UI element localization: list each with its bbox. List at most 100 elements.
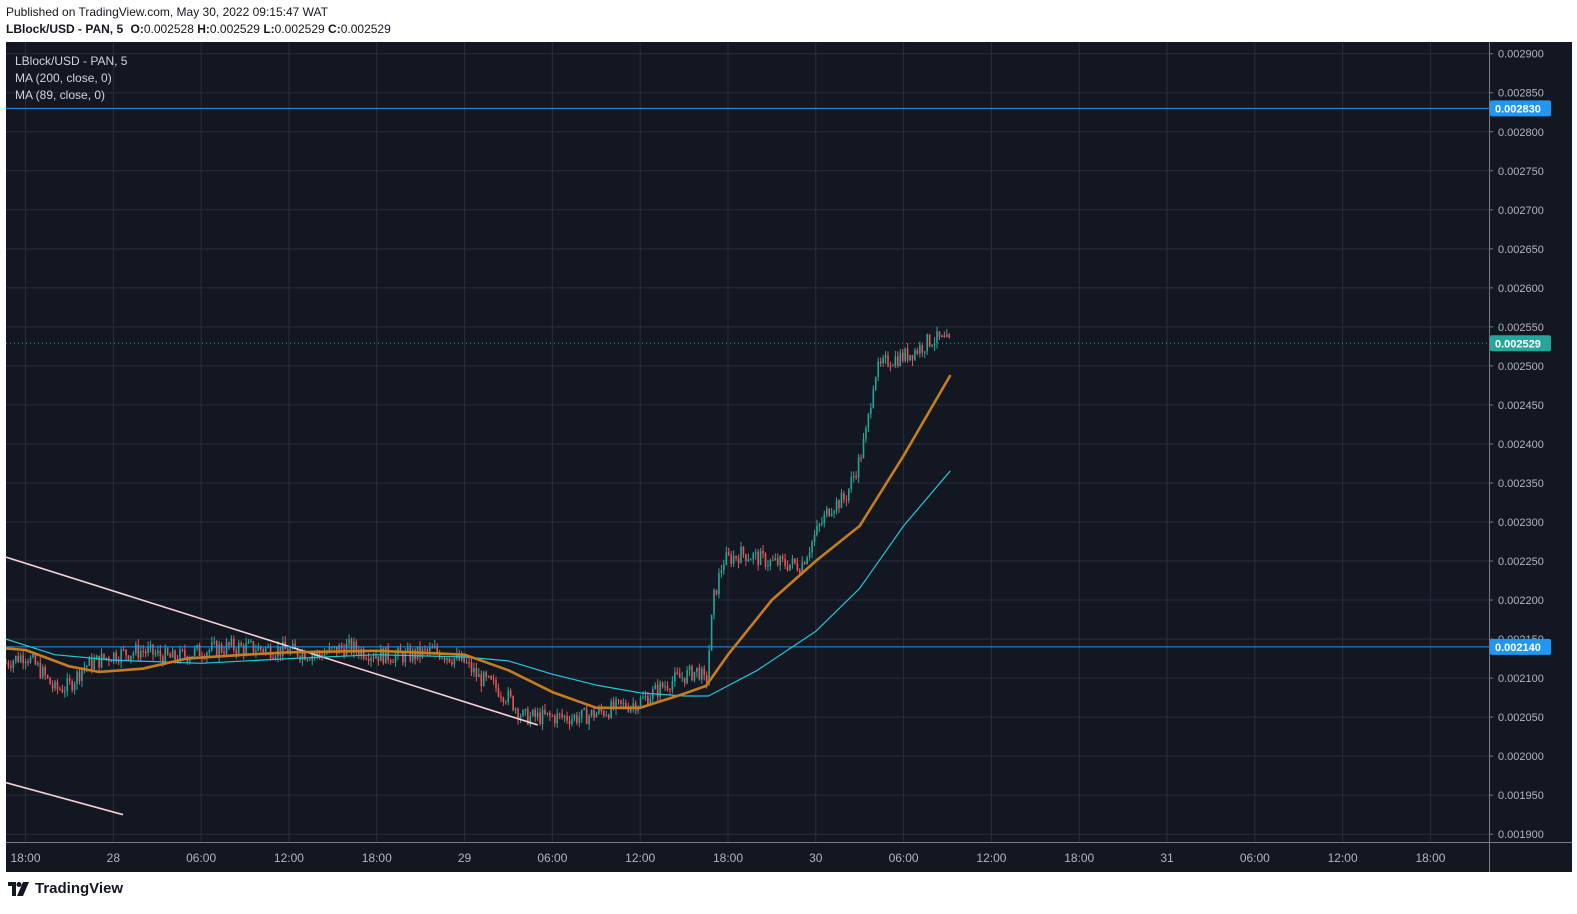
candle-body <box>590 710 593 716</box>
candle-body <box>502 697 505 703</box>
y-tick-label: 0.002350 <box>1498 478 1544 490</box>
candle-body <box>316 651 318 655</box>
candle-body <box>103 653 105 659</box>
candle-body <box>365 658 367 660</box>
candle-body <box>568 720 571 725</box>
candle-body <box>39 663 42 678</box>
candle-body <box>578 717 581 723</box>
y-tick-label: 0.002650 <box>1498 244 1544 256</box>
candle-body <box>833 511 835 514</box>
candle-body <box>767 565 769 567</box>
candle-body <box>703 668 706 676</box>
candle-body <box>208 649 211 653</box>
candle-body <box>291 643 294 649</box>
candle-body <box>132 653 135 656</box>
candle-body <box>718 573 720 595</box>
candle-body <box>144 651 147 654</box>
low-value: 0.002529 <box>274 22 325 36</box>
candle-body <box>213 641 216 643</box>
candle-body <box>713 589 715 615</box>
candle-body <box>402 653 404 663</box>
candle-body <box>904 348 906 361</box>
price-tag-bg <box>1490 335 1551 352</box>
candle-body <box>632 703 634 707</box>
candle-body <box>68 678 71 682</box>
price-axis-labels: 0.002900 0.002850 0.002800 0.002750 0.002700… <box>1489 49 1544 841</box>
candle-body <box>715 589 718 595</box>
candle-body <box>98 655 100 668</box>
candle-body <box>240 643 242 646</box>
candle-body <box>588 715 590 725</box>
candle-body <box>644 695 647 698</box>
candle-body <box>34 654 37 665</box>
candle-body <box>828 508 830 516</box>
candle-body <box>603 711 605 716</box>
candle-body <box>887 355 889 366</box>
y-tick-label: 0.002850 <box>1498 88 1544 100</box>
candle-body <box>448 658 451 662</box>
x-tick-label: 12:00 <box>625 851 655 865</box>
x-tick-label: 18:00 <box>362 851 392 865</box>
candle-body <box>664 686 666 688</box>
brand-footer[interactable]: TradingView <box>8 880 123 897</box>
candle-body <box>551 715 554 717</box>
candle-body <box>404 651 407 663</box>
candle-body <box>781 556 784 559</box>
candle-body <box>86 665 88 668</box>
candle-body <box>882 357 884 364</box>
candle-body <box>796 562 799 571</box>
chart-background <box>6 42 1572 872</box>
candle-body <box>750 559 752 561</box>
candle-body <box>848 488 850 501</box>
candle-body <box>808 552 811 558</box>
candle-body <box>870 408 872 414</box>
candle-body <box>15 655 17 662</box>
candle-body <box>480 674 483 687</box>
candle-body <box>272 657 274 659</box>
horizontal-lines <box>6 107 1489 648</box>
candle-body <box>752 553 755 560</box>
candle-body <box>282 641 284 656</box>
candle-body <box>492 679 495 681</box>
low-label: L: <box>263 22 275 36</box>
candle-body <box>22 655 24 664</box>
candle-body <box>909 355 911 361</box>
candle-body <box>914 350 916 360</box>
candle-body <box>135 644 137 654</box>
candle-body <box>171 650 174 658</box>
candle-body <box>899 352 902 366</box>
candle-body <box>872 389 875 409</box>
candle-body <box>279 646 282 656</box>
candle-body <box>811 541 813 553</box>
candle-body <box>617 699 620 701</box>
candle-body <box>850 477 853 489</box>
candle-body <box>115 652 118 662</box>
candle-body <box>125 649 127 656</box>
candle-body <box>95 655 98 660</box>
candle-body <box>669 689 671 691</box>
x-tick-label: 06:00 <box>537 851 567 865</box>
chart-panel[interactable]: 0.002900 0.002850 0.002800 0.002750 0.002700… <box>6 42 1572 872</box>
candle-body <box>245 643 247 654</box>
price-chart[interactable]: 0.002900 0.002850 0.002800 0.002750 0.002700… <box>6 42 1572 872</box>
candle-body <box>100 653 103 668</box>
candle-body <box>946 334 948 338</box>
candle-body <box>446 658 448 661</box>
close-value: 0.002529 <box>340 22 391 36</box>
candle-body <box>90 657 93 670</box>
candle-body <box>88 657 91 666</box>
candle-body <box>708 650 710 683</box>
candle-body <box>705 675 708 683</box>
y-tick-label: 0.002500 <box>1498 361 1544 373</box>
candle-body <box>242 645 245 654</box>
candle-body <box>865 427 867 439</box>
candle-body <box>852 475 855 478</box>
candle-body <box>149 644 152 648</box>
candle-body <box>678 673 681 678</box>
candle-body <box>745 554 747 562</box>
candle-body <box>120 649 122 663</box>
candle-body <box>563 715 566 718</box>
candle-body <box>625 702 627 708</box>
candle-body <box>233 639 235 650</box>
candle-body <box>215 641 218 656</box>
